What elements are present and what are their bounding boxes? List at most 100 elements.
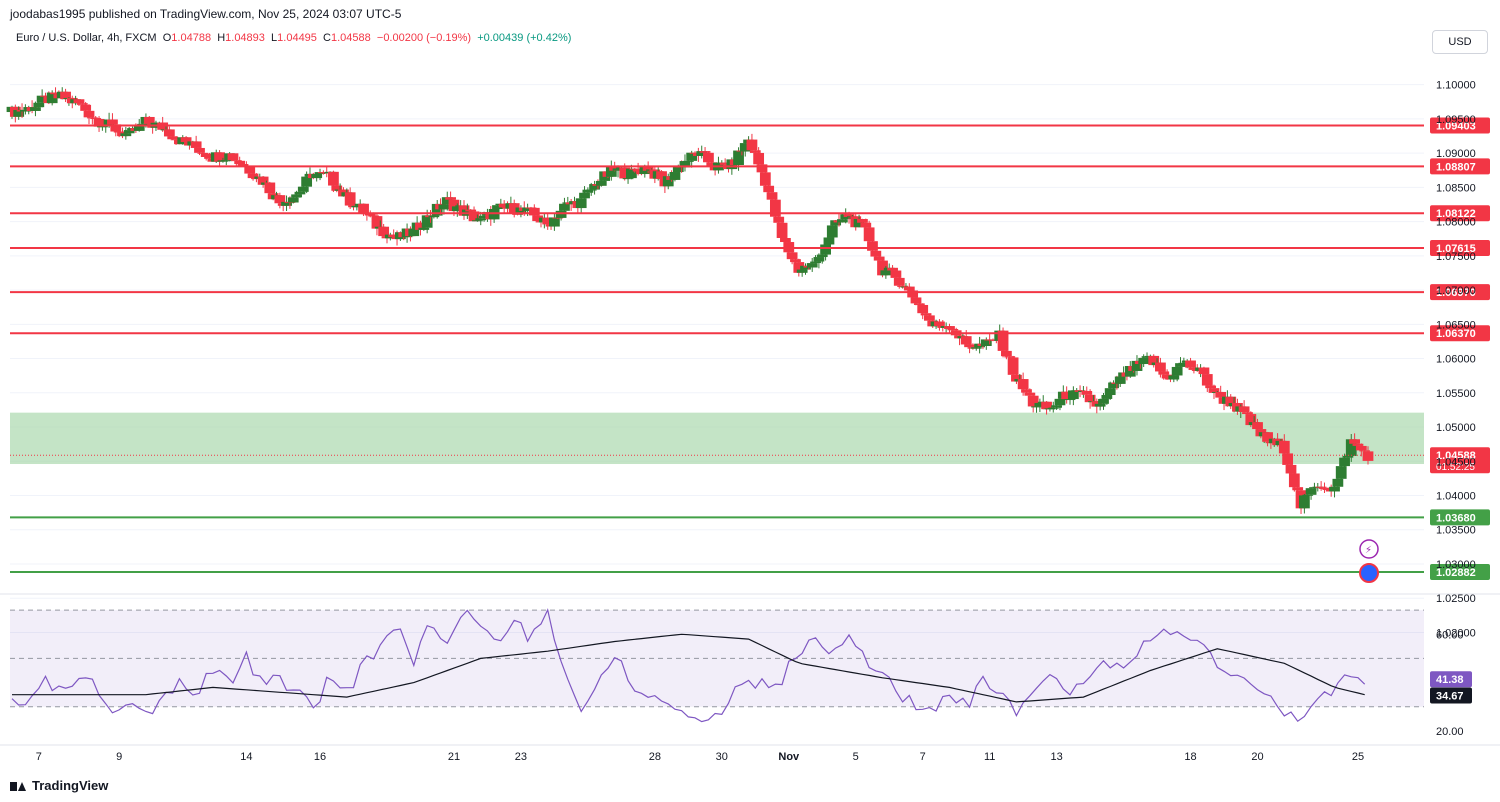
- candle-body: [1252, 422, 1263, 430]
- footer-brand[interactable]: TradingView: [10, 778, 108, 793]
- candle-body: [682, 160, 694, 162]
- candle-body: [1309, 487, 1320, 489]
- resistance-label-bg: [1430, 284, 1490, 301]
- candle-body: [294, 191, 306, 195]
- time-tick-label: 13: [1050, 751, 1062, 763]
- candle-body: [870, 250, 882, 257]
- currency-button[interactable]: USD: [1432, 30, 1488, 54]
- candle-body: [739, 143, 751, 152]
- candle-body: [475, 218, 487, 221]
- candle-body: [629, 168, 641, 170]
- candle-body: [1342, 455, 1354, 458]
- time-tick-label: Nov: [778, 751, 800, 763]
- candle-body: [1104, 388, 1116, 396]
- candle-body: [542, 217, 554, 225]
- time-tick-label: 23: [515, 751, 527, 763]
- candle-body: [1168, 375, 1180, 380]
- candle-body: [1288, 473, 1300, 488]
- resistance-label-bg: [1430, 158, 1490, 175]
- candle-body: [33, 102, 45, 108]
- candle-body: [1188, 367, 1200, 370]
- candle-body: [733, 150, 744, 166]
- time-tick-label: 14: [240, 751, 252, 763]
- candle-body: [773, 216, 785, 223]
- high-label: H: [217, 32, 226, 44]
- candle-body: [800, 265, 811, 270]
- symbol-name[interactable]: Euro / U.S. Dollar, 4h, FXCM: [16, 32, 157, 44]
- candle-body: [1345, 439, 1357, 456]
- globe-icon[interactable]: [1359, 563, 1379, 583]
- candle-body: [806, 263, 818, 268]
- price-tick-label: 1.06000: [1436, 354, 1476, 366]
- candle-body: [696, 151, 708, 156]
- candle-body: [234, 160, 246, 165]
- candle-body: [790, 259, 801, 263]
- candle-body: [632, 169, 644, 172]
- time-tick-label: 7: [36, 751, 42, 763]
- candle-body: [163, 129, 175, 137]
- candle-body: [980, 339, 992, 346]
- candle-body: [311, 173, 323, 179]
- resistance-label: 1.06370: [1436, 328, 1476, 340]
- resistance-label-bg: [1430, 325, 1490, 342]
- candle-body: [431, 203, 443, 216]
- time-tick-label: 11: [984, 751, 995, 763]
- candle-body: [46, 92, 58, 104]
- candle-body: [1359, 450, 1371, 452]
- candle-body: [589, 184, 600, 190]
- rsi-tick-label: 20.00: [1436, 726, 1464, 738]
- candle-body: [230, 160, 242, 162]
- candle-body: [836, 219, 848, 223]
- price-tick-label: 1.09000: [1436, 148, 1476, 160]
- candle-body: [887, 267, 898, 271]
- candle-body: [960, 336, 972, 345]
- candle-body: [1278, 440, 1290, 454]
- candle-body: [1305, 488, 1317, 495]
- lightning-icon[interactable]: [1359, 539, 1379, 559]
- last-price-label-bg: [1430, 447, 1490, 474]
- candle-body: [619, 167, 631, 179]
- candle-body: [120, 133, 132, 137]
- candle-body: [786, 252, 798, 260]
- time-tick-label: 21: [448, 751, 460, 763]
- candle-body: [612, 168, 624, 171]
- candle-body: [582, 189, 594, 193]
- candle-body: [843, 214, 855, 217]
- candle-body: [438, 204, 450, 210]
- candle-body: [123, 130, 135, 134]
- candle-body: [746, 139, 758, 151]
- candle-body: [1158, 371, 1170, 375]
- candle-body: [605, 166, 617, 177]
- candle-body: [281, 201, 292, 206]
- tradingview-logo-icon: [10, 779, 26, 793]
- candle-body: [1024, 392, 1036, 396]
- resistance-label-bg: [1430, 239, 1490, 256]
- candle-body: [1094, 403, 1106, 407]
- candle-body: [468, 211, 480, 222]
- candle-body: [669, 172, 681, 180]
- candle-body: [769, 199, 781, 217]
- candle-body: [1061, 391, 1073, 400]
- candle-body: [830, 220, 842, 226]
- candle-body: [944, 326, 955, 330]
- candle-body: [408, 228, 420, 237]
- candle-body: [907, 290, 919, 298]
- candle-body: [1084, 394, 1096, 403]
- price-tick-label: 1.02000: [1436, 627, 1476, 639]
- candle-body: [200, 153, 212, 157]
- candle-body: [1178, 362, 1190, 364]
- candle-body: [1175, 363, 1186, 367]
- candle-body: [903, 286, 915, 291]
- candle-body: [1335, 466, 1347, 479]
- candle-body: [863, 227, 875, 242]
- rsi-ma-value-label: 34.67: [1436, 690, 1464, 702]
- candle-body: [388, 234, 400, 238]
- candle-body: [445, 197, 456, 200]
- candle-body: [1041, 401, 1052, 410]
- candle-body: [143, 116, 155, 124]
- resistance-label: 1.08807: [1436, 161, 1476, 173]
- candle-body: [689, 152, 701, 154]
- candle-body: [328, 171, 339, 186]
- resistance-label: 1.08122: [1436, 208, 1476, 220]
